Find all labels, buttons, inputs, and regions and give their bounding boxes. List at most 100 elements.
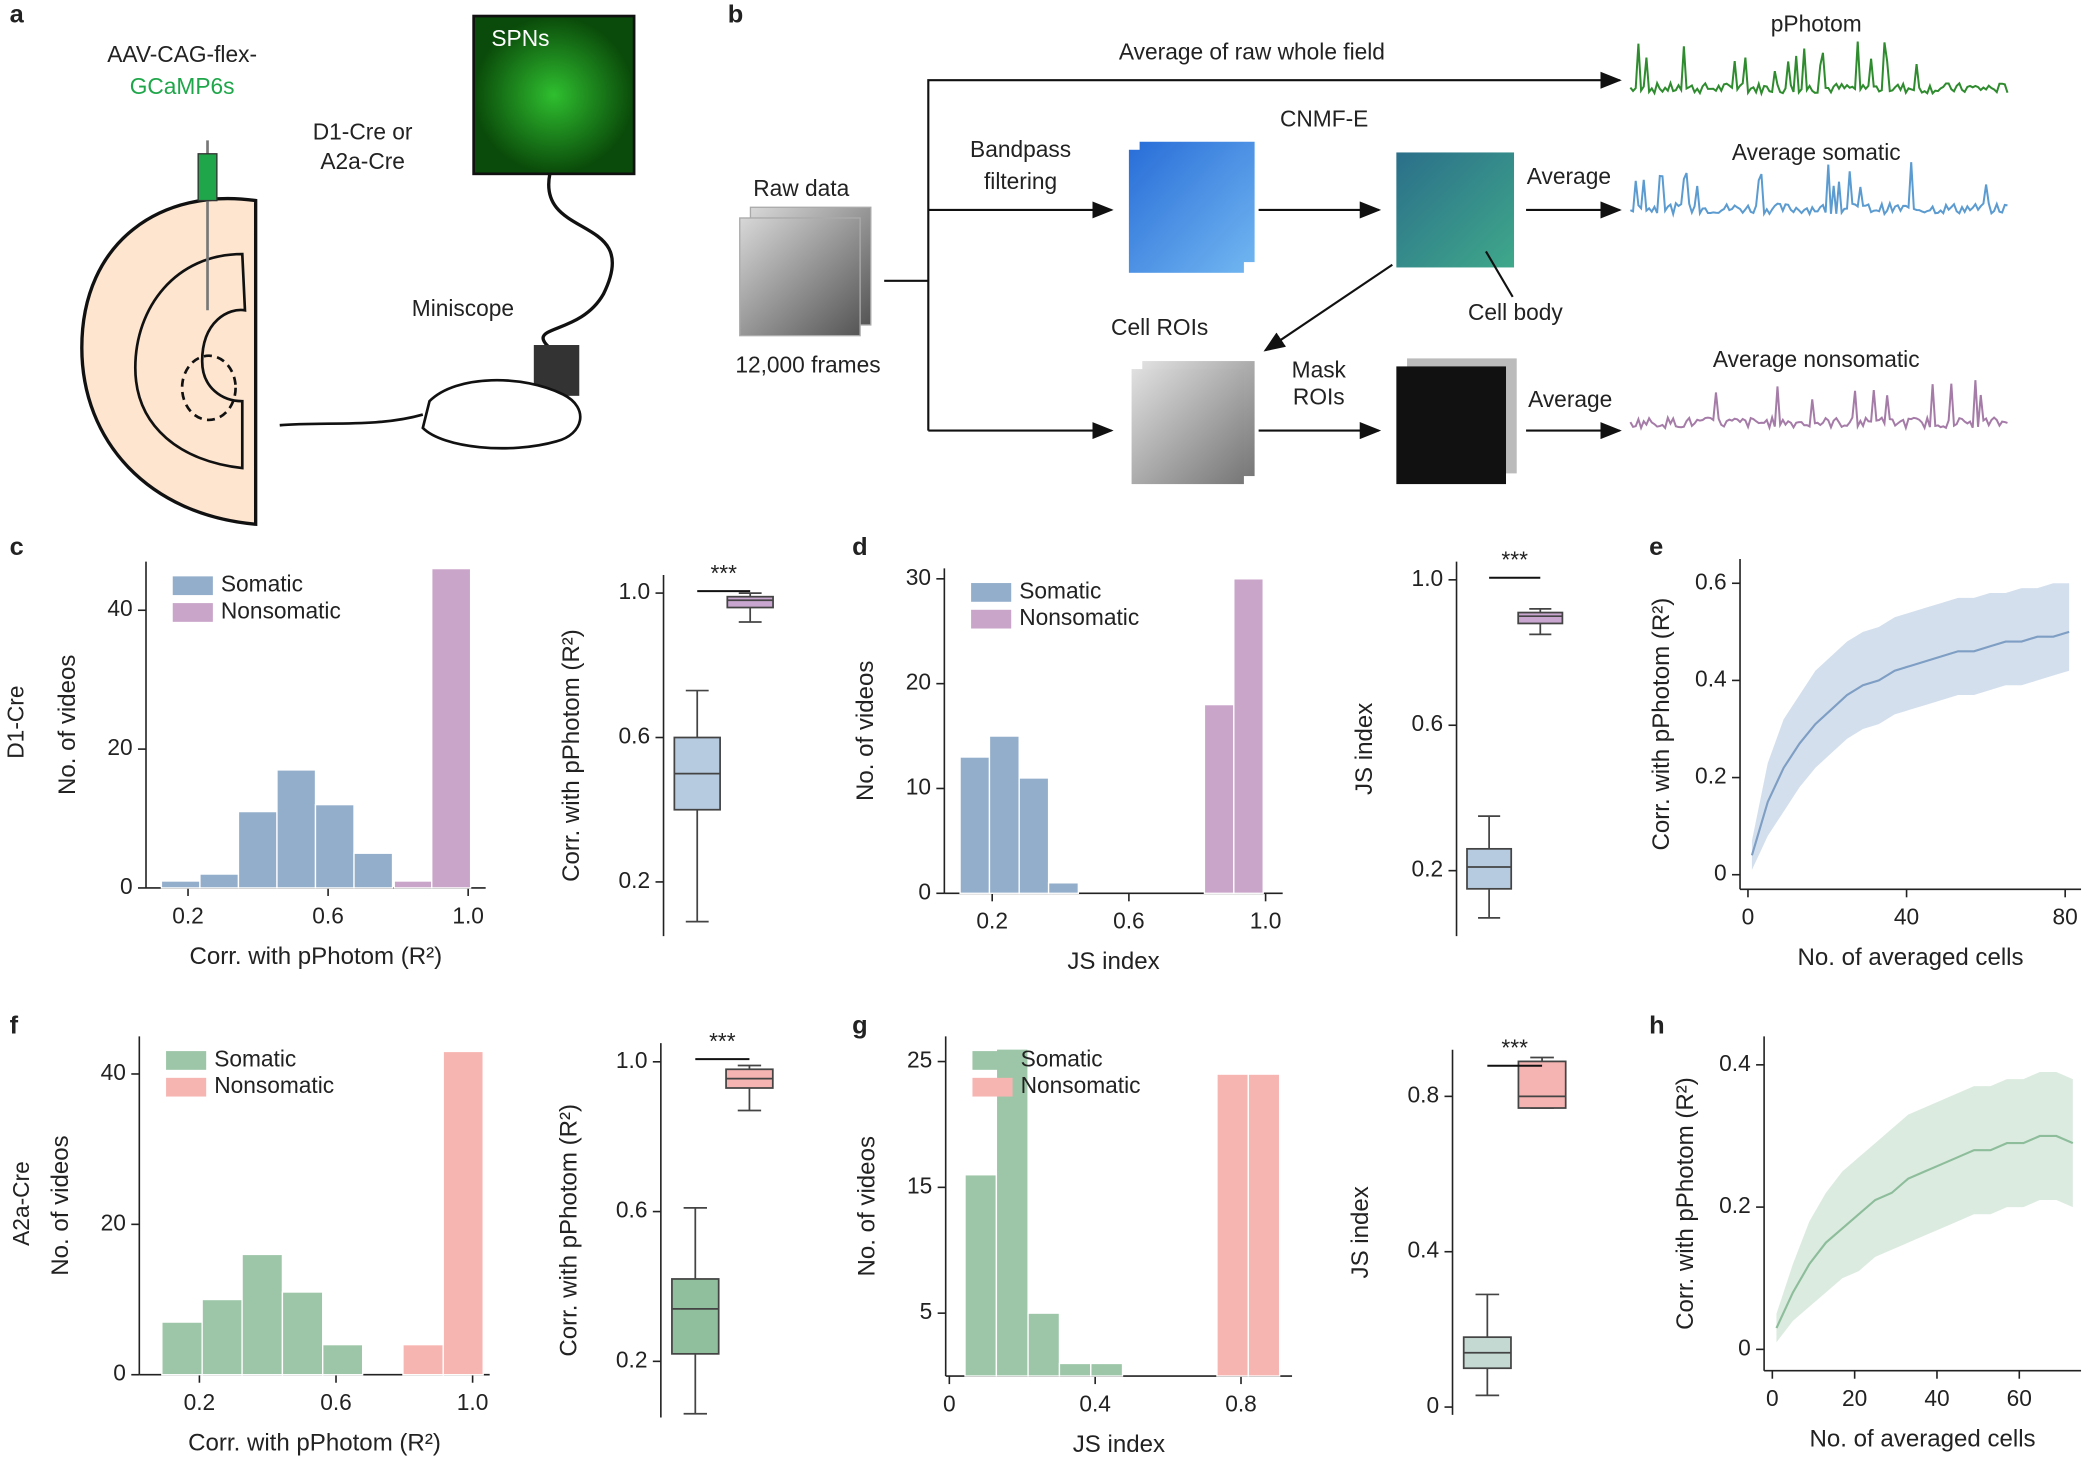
bar — [322, 1343, 364, 1376]
y-tick-label: 10 — [906, 773, 931, 799]
chart: 0.2 0.6 1.0 Corr. with pPhotom (R²) *** — [555, 1028, 774, 1418]
y-axis-label: JS index — [1347, 1186, 1374, 1278]
y-tick-label: 0.6 — [616, 1197, 648, 1223]
y-tick-label: 0 — [1714, 860, 1727, 886]
legend-label: Somatic — [214, 1045, 296, 1071]
legend-label: Nonsomatic — [1019, 604, 1139, 630]
bar — [199, 873, 240, 889]
x-tick-label: 40 — [1924, 1385, 1949, 1411]
bar — [1233, 578, 1264, 894]
y-axis-label: No. of videos — [47, 1135, 74, 1275]
label: SPNs — [491, 25, 549, 51]
legend-swatch — [166, 1051, 207, 1070]
x-axis-label: No. of averaged cells — [1810, 1426, 2036, 1453]
y-axis-label: Corr. with pPhotom (R²) — [558, 629, 585, 882]
bar — [1247, 1073, 1281, 1377]
y-tick-label: 0.4 — [1719, 1050, 1751, 1076]
x-axis-label: JS index — [1067, 948, 1159, 975]
bar — [160, 880, 201, 889]
bar — [1090, 1362, 1124, 1377]
significance-label: *** — [1501, 547, 1528, 573]
y-tick-label: 0.6 — [1412, 710, 1444, 736]
label: pPhotom — [1771, 10, 1862, 36]
label: Average — [1527, 163, 1611, 189]
raw-stack — [739, 217, 861, 337]
legend-swatch — [971, 609, 1012, 629]
box — [1517, 1060, 1567, 1109]
y-tick-label: 30 — [906, 564, 931, 590]
bar — [1058, 1362, 1092, 1377]
y-tick-label: 0 — [918, 878, 931, 904]
trace-photometry — [1629, 41, 2009, 97]
y-tick-label: 0.6 — [619, 723, 651, 749]
trace-nonsomatic — [1629, 380, 2008, 432]
legend-swatch — [172, 603, 213, 622]
y-axis-label: Corr. with pPhotom (R²) — [1672, 1077, 1699, 1330]
x-tick-label: 60 — [2007, 1385, 2032, 1411]
chart: 0 0.4 0.8 JS index *** — [1347, 1035, 1567, 1418]
panel-label: h — [1649, 1012, 1665, 1040]
brain-slice — [80, 196, 258, 527]
mouse-body — [421, 378, 582, 450]
bar — [161, 1321, 203, 1376]
label: Bandpass — [970, 136, 1071, 162]
label: Mask — [1292, 357, 1347, 383]
mouse-tail — [279, 413, 424, 427]
legend-label: Nonsomatic — [1021, 1072, 1141, 1098]
panel-label: g — [852, 1012, 868, 1040]
y-tick-label: 0.2 — [1719, 1192, 1751, 1218]
x-tick-label: 80 — [2053, 904, 2078, 930]
bar — [964, 1174, 998, 1377]
cnmfe-image — [1396, 152, 1515, 268]
panel-label: f — [10, 1012, 19, 1040]
box — [671, 1278, 720, 1355]
x-tick-label: 0 — [1742, 904, 1755, 930]
legend-swatch — [971, 583, 1012, 602]
label: Average — [1528, 386, 1612, 412]
panel-a-drawing — [80, 14, 636, 527]
bar — [393, 880, 433, 889]
chart: 5 15 25 No. of videos 0 0.4 0.8 JS index Somatic… — [853, 1036, 1293, 1458]
x-tick-label: 0.8 — [1225, 1390, 1257, 1416]
legend-swatch — [972, 1077, 1013, 1097]
label: Cell body — [1468, 299, 1563, 325]
x-tick-label: 20 — [1842, 1385, 1867, 1411]
x-tick-label: 40 — [1894, 904, 1919, 930]
label: ROIs — [1293, 384, 1345, 410]
label: GCaMP6s — [130, 73, 235, 99]
y-tick-label: 20 — [107, 734, 132, 760]
bar — [1027, 1312, 1061, 1377]
y-tick-label: 0 — [1738, 1334, 1751, 1360]
x-tick-label: 0.2 — [184, 1389, 216, 1415]
bandpass-stack — [1128, 149, 1244, 273]
y-tick-label: 25 — [907, 1047, 932, 1073]
panel-b-drawing — [739, 41, 2009, 485]
row-label: D1-Cre — [3, 686, 29, 759]
chart: 0 20 40 No. of videos 0.2 0.6 1.0 Corr. with pP… — [47, 1036, 490, 1457]
target-region — [180, 354, 237, 422]
bar — [353, 852, 394, 889]
y-tick-label: 5 — [920, 1298, 933, 1324]
bar — [241, 1253, 284, 1376]
bar — [402, 1343, 444, 1376]
bar — [442, 1050, 484, 1376]
box — [726, 595, 774, 609]
trace-somatic — [1629, 162, 2008, 218]
x-axis-label: JS index — [1073, 1431, 1165, 1458]
y-tick-label: 0.4 — [1408, 1237, 1440, 1263]
roi-stack — [1131, 369, 1244, 485]
bar — [201, 1298, 243, 1376]
label: Average of raw whole field — [1119, 38, 1385, 64]
y-tick-label: 1.0 — [1412, 565, 1444, 591]
confidence-band — [1776, 1071, 2073, 1343]
significance-label: *** — [710, 560, 737, 586]
y-axis-label: Corr. with pPhotom (R²) — [1648, 598, 1675, 851]
chart: 0.2 0.6 1.0 Corr. with pPhotom (R²) *** — [558, 560, 774, 937]
bar — [237, 810, 278, 889]
label: filtering — [984, 168, 1057, 194]
chart: 0 10 20 30 No. of videos 0.2 0.6 1.0 JS index Som… — [852, 564, 1283, 975]
bar — [281, 1291, 324, 1376]
x-tick-label: 0.2 — [172, 902, 204, 928]
syringe — [197, 153, 218, 202]
x-axis-label: Corr. with pPhotom (R²) — [189, 943, 442, 970]
